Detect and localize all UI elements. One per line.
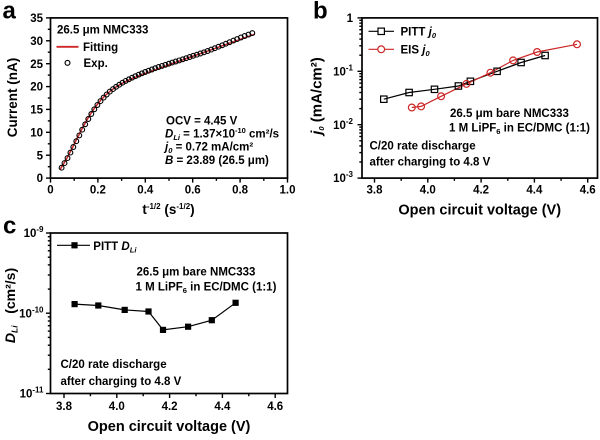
svg-text:35: 35: [30, 13, 43, 25]
svg-text:0: 0: [37, 173, 43, 185]
svg-text:DLi (cm²/s): DLi (cm²/s): [2, 268, 20, 343]
svg-text:4.2: 4.2: [473, 185, 489, 197]
svg-text:4.0: 4.0: [420, 185, 436, 197]
svg-text:4.2: 4.2: [162, 401, 178, 413]
svg-text:j0 = 0.72 mA/cm²: j0 = 0.72 mA/cm²: [163, 142, 253, 156]
svg-text:Open circuit voltage (V): Open circuit voltage (V): [398, 203, 561, 219]
svg-text:after charging to 4.8 V: after charging to 4.8 V: [370, 157, 491, 169]
svg-text:j0 (mA/cm²): j0 (mA/cm²): [309, 57, 327, 137]
svg-text:4.0: 4.0: [109, 401, 125, 413]
svg-text:10: 10: [30, 127, 43, 139]
svg-text:26.5 μm bare NMC333: 26.5 μm bare NMC333: [137, 267, 256, 279]
svg-text:DLi = 1.37×10-10 cm²/s: DLi = 1.37×10-10 cm²/s: [165, 126, 279, 142]
svg-text:4.4: 4.4: [214, 401, 231, 413]
svg-text:3.8: 3.8: [367, 185, 384, 197]
svg-text:4.6: 4.6: [267, 401, 283, 413]
svg-text:30: 30: [30, 36, 43, 48]
svg-text:0: 0: [47, 185, 53, 197]
svg-text:1: 1: [347, 13, 354, 25]
svg-text:0.4: 0.4: [137, 185, 154, 197]
svg-text:26.5 μm bare NMC333: 26.5 μm bare NMC333: [450, 108, 569, 120]
svg-text:C/20 rate discharge: C/20 rate discharge: [370, 140, 476, 152]
svg-text:C/20 rate discharge: C/20 rate discharge: [61, 359, 167, 371]
svg-text:1 M LiPF6 in EC/DMC (1:1): 1 M LiPF6 in EC/DMC (1:1): [136, 282, 277, 296]
svg-text:26.5 μm NMC333: 26.5 μm NMC333: [57, 25, 148, 37]
svg-text:after charging to 4.8 V: after charging to 4.8 V: [61, 376, 182, 388]
svg-text:EIS j0: EIS j0: [401, 44, 431, 58]
svg-text:0.6: 0.6: [185, 185, 201, 197]
svg-text:Current (nA): Current (nA): [5, 58, 20, 138]
svg-text:0.2: 0.2: [90, 185, 106, 197]
svg-text:5: 5: [37, 150, 44, 162]
svg-text:4.6: 4.6: [580, 185, 596, 197]
svg-text:25: 25: [30, 59, 43, 71]
svg-text:a: a: [3, 0, 17, 25]
svg-text:PITT j0: PITT j0: [401, 26, 437, 40]
svg-text:PITT DLi: PITT DLi: [93, 241, 137, 255]
svg-text:B = 23.89 (26.5 μm): B = 23.89 (26.5 μm): [165, 155, 269, 167]
svg-text:4.4: 4.4: [526, 185, 543, 197]
svg-text:3.8: 3.8: [56, 401, 73, 413]
svg-text:OCV = 4.45 V: OCV = 4.45 V: [166, 115, 238, 127]
svg-text:15: 15: [30, 105, 43, 117]
svg-text:b: b: [313, 0, 328, 24]
svg-text:Exp.: Exp.: [84, 58, 108, 70]
svg-text:0.8: 0.8: [232, 185, 249, 197]
svg-text:Open circuit voltage (V): Open circuit voltage (V): [88, 419, 251, 435]
svg-text:1.0: 1.0: [280, 185, 296, 197]
svg-text:Fitting: Fitting: [83, 42, 118, 54]
svg-text:20: 20: [30, 82, 43, 94]
svg-text:c: c: [3, 213, 16, 240]
svg-text:1 M LiPF6 in EC/DMC (1:1): 1 M LiPF6 in EC/DMC (1:1): [449, 123, 590, 137]
